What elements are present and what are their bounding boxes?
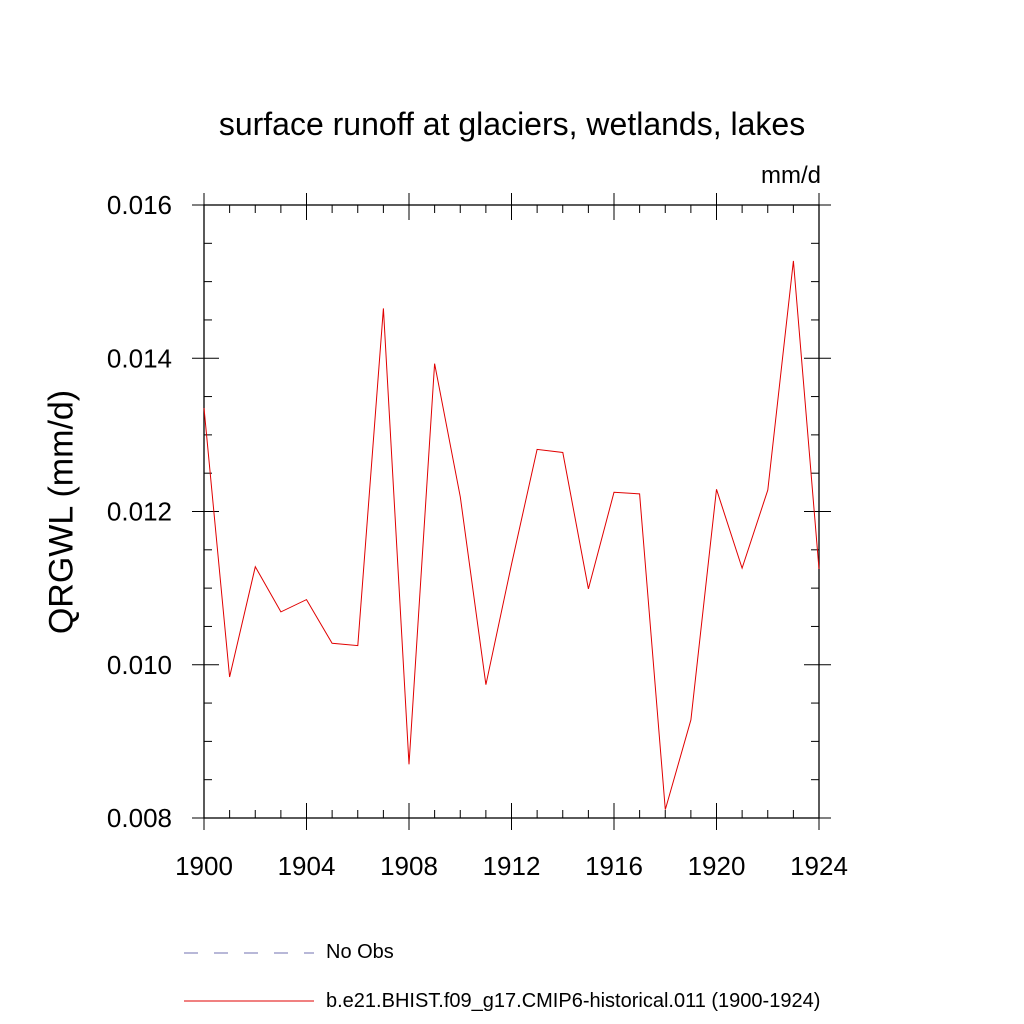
x-tick-label: 1908: [380, 851, 438, 881]
x-tick-label: 1924: [790, 851, 848, 881]
legend-label-no-obs: No Obs: [326, 941, 394, 963]
y-tick-label: 0.008: [107, 803, 172, 833]
series-line-historical: [203, 260, 820, 810]
chart-title: surface runoff at glaciers, wetlands, la…: [218, 106, 806, 142]
plot-frame: [203, 204, 820, 819]
legend-label-historical: b.e21.BHIST.f09_g17.CMIP6-historical.011…: [326, 990, 821, 1012]
x-tick-label: 1920: [688, 851, 746, 881]
units-label: mm/d: [761, 162, 821, 189]
y-tick-label: 0.010: [107, 650, 172, 680]
y-tick-label: 0.014: [107, 343, 172, 373]
y-tick-label: 0.012: [107, 497, 172, 527]
x-tick-label: 1904: [278, 851, 336, 881]
y-tick-label: 0.016: [107, 190, 172, 220]
x-tick-label: 1912: [483, 851, 541, 881]
x-tick-label: 1916: [585, 851, 643, 881]
x-tick-label: 1900: [175, 851, 233, 881]
